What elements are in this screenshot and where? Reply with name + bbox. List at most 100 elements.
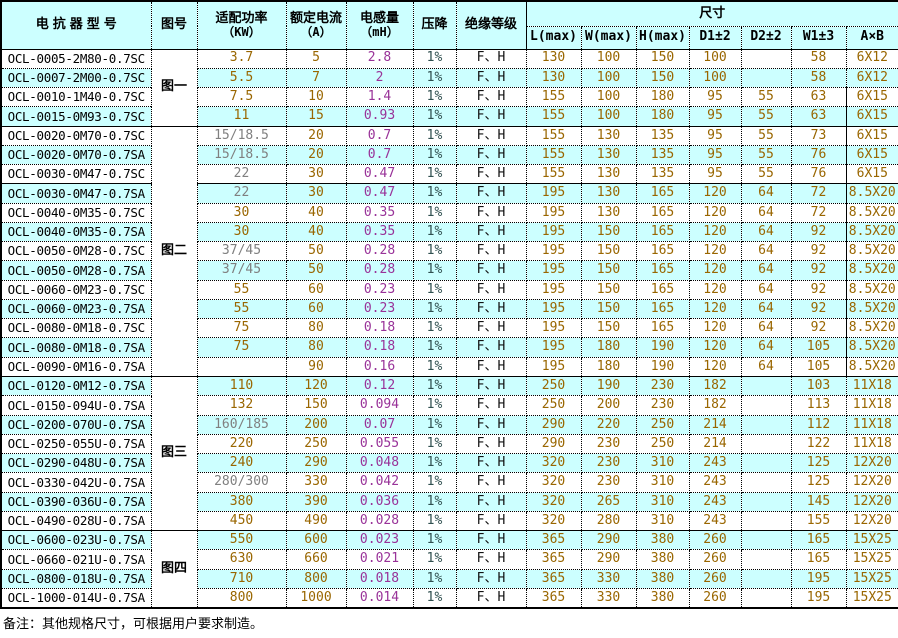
cell-dim-W1: 125 — [790, 453, 847, 474]
cell-dim-W: 230 — [580, 472, 637, 493]
cell-dim-L: 195 — [525, 241, 582, 262]
cell-model: OCL-0060-0M23-0.7SA — [0, 298, 152, 320]
cell-voltage-drop: 1% — [412, 183, 457, 204]
cell-voltage-drop: 1% — [412, 453, 457, 474]
cell-dim-W: 150 — [580, 298, 637, 320]
table-row: OCL-0040-0M35-0.7SC 30 40 0.35 1% F、H 195 130 16… — [0, 202, 898, 223]
cell-voltage-drop: 1% — [412, 298, 457, 320]
cell-current: 150 — [285, 395, 347, 416]
cell-current: 15 — [285, 106, 347, 127]
cell-current: 200 — [285, 414, 347, 435]
cell-inductance: 0.042 — [345, 472, 414, 493]
cell-dim-D1: 214 — [688, 433, 742, 455]
cell-inductance: 0.055 — [345, 433, 414, 455]
cell-power: 240 — [196, 453, 287, 474]
cell-dim-D1: 100 — [688, 48, 742, 69]
cell-dim-H: 165 — [635, 221, 690, 243]
cell-dim-L: 290 — [525, 433, 582, 455]
cell-dim-D2: 55 — [740, 106, 792, 127]
cell-dim-H: 135 — [635, 164, 690, 185]
cell-model: OCL-0060-0M23-0.7SC — [0, 279, 152, 300]
cell-dim-W1: 73 — [790, 125, 847, 146]
cell-dim-H: 190 — [635, 356, 690, 378]
cell-dim-L: 130 — [525, 67, 582, 89]
cell-voltage-drop: 1% — [412, 260, 457, 281]
cell-inductance: 0.021 — [345, 549, 414, 570]
cell-dim-D2 — [740, 568, 792, 589]
cell-dim-H: 165 — [635, 279, 690, 300]
cell-dim-H: 180 — [635, 87, 690, 108]
cell-insulation: F、H — [455, 87, 527, 108]
cell-dim-H: 165 — [635, 318, 690, 339]
cell-dim-W: 330 — [580, 587, 637, 609]
table-row: OCL-0330-042U-0.7SA 280/300 330 0.042 1% F、H 3… — [0, 472, 898, 493]
cell-dim-L: 195 — [525, 202, 582, 223]
cell-dim-D1: 100 — [688, 67, 742, 89]
cell-dim-W1: 92 — [790, 318, 847, 339]
cell-dim-AxB: 8.5X20 — [845, 318, 898, 339]
table-row: OCL-0080-0M18-0.7SC 75 80 0.18 1% F、H 195 150 16… — [0, 318, 898, 339]
cell-dim-W1: 113 — [790, 395, 847, 416]
cell-current: 660 — [285, 549, 347, 570]
cell-model: OCL-0015-0M93-0.7SC — [0, 106, 152, 127]
cell-dim-D2 — [740, 530, 792, 551]
cell-dim-W: 230 — [580, 433, 637, 455]
cell-current: 390 — [285, 491, 347, 512]
table-header: 电抗器型号 图号 适配功率 （KW） 额定电流 （A） 电感量 （mH） 压降 绝缘等… — [0, 0, 898, 50]
figure-label: 图四 — [150, 530, 198, 609]
cell-dim-D1: 243 — [688, 453, 742, 474]
cell-dim-H: 165 — [635, 260, 690, 281]
cell-dim-AxB: 12X20 — [845, 491, 898, 512]
cell-dim-H: 190 — [635, 337, 690, 358]
cell-dim-D2 — [740, 433, 792, 455]
cell-dim-D1: 243 — [688, 510, 742, 532]
figure-label: 图二 — [150, 125, 198, 378]
cell-dim-AxB: 11X18 — [845, 395, 898, 416]
cell-insulation: F、H — [455, 414, 527, 435]
cell-dim-W: 330 — [580, 568, 637, 589]
cell-power: 75 — [196, 318, 287, 339]
cell-dim-D1: 120 — [688, 356, 742, 378]
cell-current: 7 — [285, 67, 347, 89]
cell-dim-H: 180 — [635, 106, 690, 127]
cell-dim-AxB: 12X20 — [845, 453, 898, 474]
cell-voltage-drop: 1% — [412, 164, 457, 185]
col-header-AxB: A×B — [845, 25, 898, 50]
cell-dim-L: 195 — [525, 337, 582, 358]
cell-model: OCL-0250-055U-0.7SA — [0, 433, 152, 455]
cell-model: OCL-0010-1M40-0.7SC — [0, 87, 152, 108]
cell-voltage-drop: 1% — [412, 530, 457, 551]
cell-power: 132 — [196, 395, 287, 416]
cell-dim-W: 220 — [580, 414, 637, 435]
cell-power: 3.7 — [196, 48, 287, 69]
cell-dim-D1: 260 — [688, 530, 742, 551]
cell-dim-W1: 122 — [790, 433, 847, 455]
cell-model: OCL-0007-2M00-0.7SC — [0, 67, 152, 89]
cell-power: 280/300 — [196, 472, 287, 493]
cell-current: 120 — [285, 376, 347, 397]
cell-inductance: 0.28 — [345, 241, 414, 262]
cell-dim-W1: 72 — [790, 202, 847, 223]
cell-voltage-drop: 1% — [412, 318, 457, 339]
table-row: OCL-0390-036U-0.7SA 380 390 0.036 1% F、H 320 26… — [0, 491, 898, 512]
table-row: OCL-0050-0M28-0.7SC 37/45 50 0.28 1% F、H 195 15… — [0, 241, 898, 262]
cell-dim-W1: 112 — [790, 414, 847, 435]
cell-insulation: F、H — [455, 472, 527, 493]
table-row: OCL-0060-0M23-0.7SA 55 60 0.23 1% F、H 195 150 16… — [0, 298, 898, 320]
cell-model: OCL-0050-0M28-0.7SA — [0, 260, 152, 281]
cell-dim-D2 — [740, 414, 792, 435]
col-header-inductance-label: 电感量 — [359, 10, 399, 26]
table-row: OCL-0290-048U-0.7SA 240 290 0.048 1% F、H 320 23… — [0, 453, 898, 474]
cell-dim-L: 155 — [525, 106, 582, 127]
cell-dim-H: 250 — [635, 433, 690, 455]
cell-insulation: F、H — [455, 106, 527, 127]
cell-model: OCL-0120-0M12-0.7SA — [0, 376, 152, 397]
cell-dim-AxB: 6X15 — [845, 125, 898, 146]
cell-dim-AxB: 11X18 — [845, 376, 898, 397]
cell-dim-H: 165 — [635, 298, 690, 320]
cell-dim-W: 180 — [580, 337, 637, 358]
cell-dim-AxB: 8.5X20 — [845, 221, 898, 243]
col-header-insulation: 绝缘等级 — [455, 0, 527, 50]
cell-current: 1000 — [285, 587, 347, 609]
cell-voltage-drop: 1% — [412, 395, 457, 416]
